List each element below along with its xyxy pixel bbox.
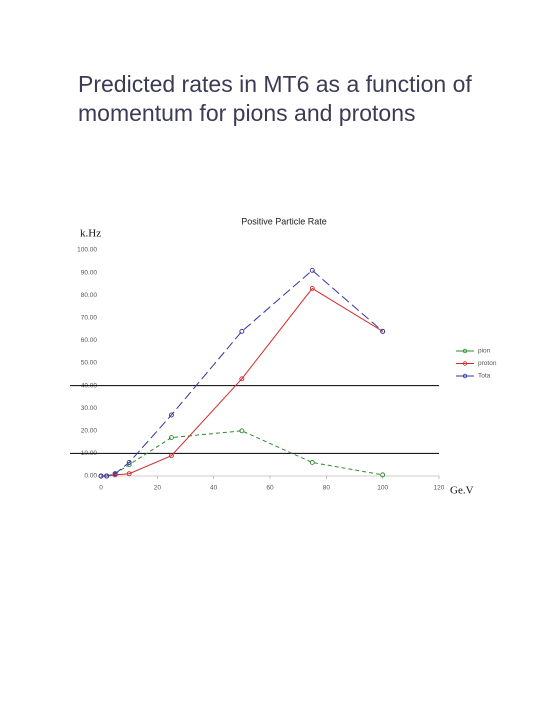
x-tick-label: 20 bbox=[154, 485, 162, 492]
point bbox=[168, 453, 174, 459]
point bbox=[112, 471, 118, 477]
legend-marker bbox=[462, 373, 468, 379]
legend-marker bbox=[462, 348, 468, 354]
x-axis-label: Ge.V bbox=[450, 485, 474, 497]
point bbox=[380, 328, 386, 334]
y-tick-label: 90.00 bbox=[81, 269, 98, 276]
series-line bbox=[101, 287, 383, 477]
x-tick-label: 80 bbox=[323, 485, 331, 492]
x-tick-label: 120 bbox=[434, 485, 445, 492]
point bbox=[104, 473, 110, 479]
x-tick-label: 60 bbox=[266, 485, 274, 492]
y-tick-label: 70.00 bbox=[81, 315, 98, 322]
y-tick-label: 20.00 bbox=[81, 428, 98, 435]
point bbox=[309, 459, 315, 465]
slide-title: Predicted rates in MT6 as a function of … bbox=[78, 71, 472, 126]
y-tick-label: 0.00 bbox=[84, 473, 97, 480]
point bbox=[239, 428, 245, 434]
point bbox=[309, 285, 315, 291]
legend-label: proton bbox=[478, 360, 497, 367]
legend-label: Tota bbox=[478, 373, 491, 380]
point bbox=[309, 267, 315, 273]
y-tick-label: 60.00 bbox=[81, 337, 98, 344]
point bbox=[126, 471, 132, 477]
point bbox=[239, 328, 245, 334]
point bbox=[98, 473, 104, 479]
point bbox=[168, 435, 174, 441]
point bbox=[380, 472, 386, 478]
point bbox=[239, 376, 245, 382]
y-tick-label: 80.00 bbox=[81, 292, 98, 299]
chart-title: Positive Particle Rate bbox=[241, 216, 327, 226]
legend-label: pion bbox=[478, 348, 491, 355]
legend-marker bbox=[462, 361, 468, 366]
point bbox=[126, 459, 132, 465]
point bbox=[168, 412, 174, 418]
x-tick-label: 40 bbox=[210, 485, 218, 492]
y-tick-label: 100.00 bbox=[77, 247, 97, 254]
y-axis-label: k.Hz bbox=[80, 228, 101, 240]
x-tick-label: 100 bbox=[377, 485, 388, 492]
y-tick-label: 50.00 bbox=[81, 360, 98, 367]
x-tick-label: 0 bbox=[99, 485, 103, 492]
series-line bbox=[101, 269, 383, 477]
y-tick-label: 30.00 bbox=[81, 405, 98, 412]
